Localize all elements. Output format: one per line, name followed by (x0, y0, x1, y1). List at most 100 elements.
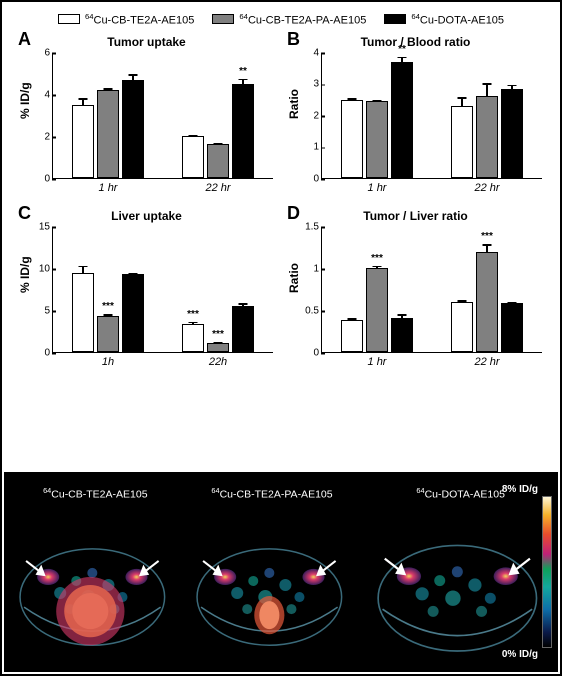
bar (476, 96, 498, 177)
panel-D: DTumor / Liver ratioRatio00.511.5***1 hr… (285, 207, 546, 371)
y-tick: 10 (34, 263, 50, 274)
legend-label: 64Cu-CB-TE2A-PA-AE105 (239, 12, 366, 27)
y-tick: 3 (303, 79, 319, 90)
error-bar (132, 74, 134, 80)
chart-area: 1 hr**22 hr (52, 53, 273, 179)
error-bar (376, 100, 378, 103)
error-bar (401, 57, 403, 63)
scan-image (187, 508, 352, 662)
y-tick: 0.5 (303, 305, 319, 316)
bar (182, 136, 204, 178)
error-bar (192, 135, 194, 137)
bar (72, 273, 94, 352)
error-bar (242, 79, 244, 85)
scan-row: 64Cu-CB-TE2A-AE105 64Cu-CB-TE2A-PA-AE105 (4, 472, 558, 672)
figure-container: 64Cu-CB-TE2A-AE10564Cu-CB-TE2A-PA-AE1056… (0, 0, 562, 676)
y-ticks: 051015 (34, 227, 50, 353)
chart-area: ***1 hr***22 hr (321, 227, 542, 353)
scan-label: 64Cu-CB-TE2A-PA-AE105 (191, 486, 354, 501)
bar (501, 303, 523, 351)
significance-marker: *** (102, 301, 114, 312)
panel-letter: B (287, 29, 300, 50)
bar (341, 320, 363, 352)
bar: *** (97, 316, 119, 352)
scan-label: 64Cu-DOTA-AE105 (367, 486, 554, 501)
bar: ** (232, 84, 254, 178)
bar-group: 22 hr (432, 53, 542, 178)
error-bar (401, 314, 403, 319)
error-bar (351, 318, 353, 321)
x-tick-label: 1 hr (368, 178, 387, 194)
panel-title: Liver uptake (16, 209, 277, 223)
legend-item: 64Cu-DOTA-AE105 (384, 12, 504, 27)
error-bar (192, 322, 194, 325)
legend-item: 64Cu-CB-TE2A-AE105 (58, 12, 194, 27)
panel-letter: D (287, 203, 300, 224)
y-ticks: 01234 (303, 53, 319, 179)
y-tick: 6 (34, 47, 50, 58)
panel-title: Tumor uptake (16, 35, 277, 49)
x-tick-label: 1 hr (368, 352, 387, 368)
bar (341, 100, 363, 178)
bar (122, 80, 144, 178)
panel-letter: C (18, 203, 31, 224)
chart-area: **1 hr22 hr (321, 53, 542, 179)
colorbar (542, 496, 552, 648)
error-bar (461, 300, 463, 303)
y-tick: 1 (303, 263, 319, 274)
y-tick: 1.5 (303, 221, 319, 232)
significance-marker: ** (239, 66, 247, 77)
bar (207, 144, 229, 177)
scan-cell: 64Cu-CB-TE2A-AE105 (4, 472, 181, 672)
error-bar (511, 85, 513, 90)
y-tick: 2 (303, 110, 319, 121)
y-tick: 4 (303, 47, 319, 58)
y-tick: 1 (303, 142, 319, 153)
bar-group: ***22 hr (432, 227, 542, 352)
x-tick-label: 22h (209, 352, 227, 368)
bar-group: **22 hr (163, 53, 273, 178)
error-bar (82, 266, 84, 274)
bar-group: 1 hr (53, 53, 163, 178)
error-bar (242, 303, 244, 306)
legend-label: 64Cu-DOTA-AE105 (411, 12, 504, 27)
bar (232, 306, 254, 352)
bar (451, 106, 473, 178)
scan-cell: 64Cu-DOTA-AE105 (357, 472, 558, 672)
panel-A: ATumor uptake% ID/g02461 hr**22 hr (16, 33, 277, 197)
bar (97, 90, 119, 178)
bar-group: ***1h (53, 227, 163, 352)
legend-swatch (58, 14, 80, 24)
x-tick-label: 22 hr (474, 178, 499, 194)
y-axis-label: Ratio (287, 263, 301, 293)
y-tick: 5 (34, 305, 50, 316)
bar (366, 101, 388, 178)
legend: 64Cu-CB-TE2A-AE105 64Cu-CB-TE2A-PA-AE105 6… (2, 2, 560, 31)
bar-group: ******22h (163, 227, 273, 352)
bar (451, 302, 473, 352)
y-tick: 2 (34, 131, 50, 142)
y-tick: 0 (34, 173, 50, 184)
x-tick-label: 1h (102, 352, 114, 368)
legend-swatch (384, 14, 406, 24)
error-bar (217, 143, 219, 146)
panel-C: CLiver uptake% ID/g051015***1h******22h (16, 207, 277, 371)
error-bar (486, 83, 488, 97)
bar: ** (391, 62, 413, 178)
bar: *** (207, 343, 229, 352)
error-bar (511, 302, 513, 305)
error-bar (107, 88, 109, 91)
panel-B: BTumor / Blood ratioRatio01234**1 hr22 h… (285, 33, 546, 197)
error-bar (107, 314, 109, 317)
significance-marker: *** (212, 329, 224, 340)
scan-image (363, 508, 552, 662)
pet-scan-strip: 64Cu-CB-TE2A-AE105 64Cu-CB-TE2A-PA-AE105 (4, 472, 558, 672)
error-bar (376, 266, 378, 269)
legend-label: 64Cu-CB-TE2A-AE105 (85, 12, 194, 27)
y-tick: 0 (303, 347, 319, 358)
error-bar (461, 97, 463, 106)
error-bar (217, 342, 219, 344)
bar: *** (366, 268, 388, 351)
colorbar-bottom-label: 0% ID/g (502, 649, 538, 660)
significance-marker: *** (481, 231, 493, 242)
